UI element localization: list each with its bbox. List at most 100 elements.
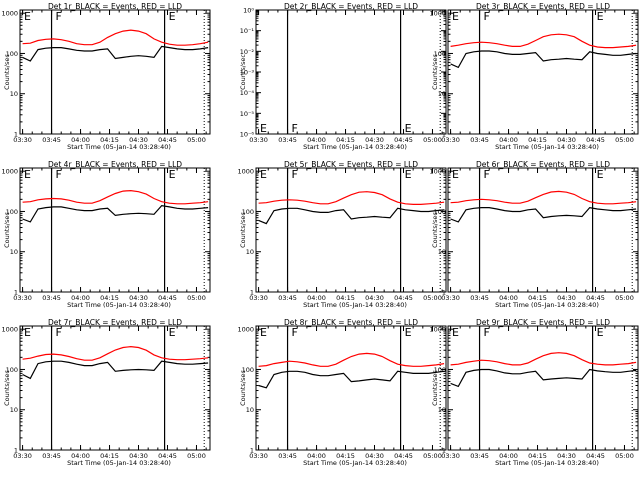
x-tick-label: 03:45 [42, 294, 61, 302]
x-tick-label: 03:45 [470, 294, 489, 302]
series-lld [22, 189, 209, 205]
series-events [450, 206, 637, 223]
y-tick-label: 100 [434, 208, 446, 216]
x-tick-label: 04:15 [528, 294, 547, 302]
x-axis-label: Start Time (05-Jan-14 03:28:40) [303, 459, 407, 467]
series-lld [22, 29, 209, 46]
y-axis-label: Counts/sec [239, 370, 247, 406]
panel-det-2: Det 2r_BLACK = Events, RED = LLD 10⁻⁶ 10⁻⁵… [239, 2, 447, 151]
x-tick-label: 03:45 [278, 452, 297, 460]
x-tick-label: 04:15 [336, 294, 355, 302]
y-tick-label: 1 [442, 289, 446, 297]
marker-letter: E [169, 326, 176, 339]
y-tick-label: 1000 [237, 326, 254, 334]
x-tick-label: 05:00 [187, 452, 206, 460]
marker-letter: E [597, 168, 604, 181]
x-tick-label: 03:30 [441, 452, 460, 460]
x-axis-label: Start Time (05-Jan-14 03:28:40) [67, 143, 171, 151]
series-lld [258, 191, 445, 205]
y-tick-label: 100 [242, 366, 254, 374]
y-tick-label: 1 [250, 289, 254, 297]
panel-title: Det 6r_BLACK = Events, RED = LLD [476, 160, 610, 169]
x-tick-label: 04:00 [71, 136, 90, 144]
y-tick-label: 100 [6, 208, 18, 216]
x-tick-label: 03:30 [249, 136, 268, 144]
series-lld [22, 345, 209, 361]
y-tick-label: 1000 [237, 168, 254, 176]
x-tick-label: 04:00 [499, 452, 518, 460]
x-tick-label: 05:00 [187, 136, 206, 144]
marker-letter: E [405, 326, 412, 339]
x-tick-label: 03:30 [13, 294, 32, 302]
y-axis-label: Counts/sec [3, 370, 11, 406]
marker-letter: E [405, 168, 412, 181]
y-tick-label: 10 [438, 90, 446, 98]
marker-letter: E [260, 326, 267, 339]
marker-letter: F [56, 10, 62, 23]
x-axis-label: Start Time (05-Jan-14 03:28:40) [495, 459, 599, 467]
series-events [258, 207, 445, 225]
panel-title: Det 1r_BLACK = Events, RED = LLD [48, 2, 182, 11]
x-tick-label: 04:15 [100, 452, 119, 460]
series-lld [450, 190, 637, 205]
x-tick-label: 03:45 [278, 136, 297, 144]
y-tick-label: 100 [242, 208, 254, 216]
x-tick-label: 04:30 [365, 136, 384, 144]
y-tick-label: 1000 [429, 326, 446, 334]
x-tick-label: 03:45 [278, 294, 297, 302]
series-lld [258, 352, 445, 367]
y-tick-label: 1 [442, 131, 446, 139]
y-axis-label: Counts/sec [431, 370, 439, 406]
x-tick-label: 04:00 [307, 136, 326, 144]
series-events [22, 45, 209, 62]
panel-title: Det 4r_BLACK = Events, RED = LLD [48, 160, 182, 169]
marker-letter: F [292, 326, 298, 339]
y-tick-label: 1 [14, 131, 18, 139]
x-tick-label: 05:00 [423, 452, 442, 460]
marker-letter: E [452, 10, 459, 23]
x-tick-label: 04:30 [365, 294, 384, 302]
x-tick-label: 04:15 [528, 452, 547, 460]
marker-letter: E [260, 168, 267, 181]
x-axis-label: Start Time (05-Jan-14 03:28:40) [303, 301, 407, 309]
series-events [450, 50, 637, 69]
x-tick-label: 04:30 [557, 294, 576, 302]
panel-title: Det 5r_BLACK = Events, RED = LLD [284, 160, 418, 169]
y-tick-label: 10 [246, 248, 254, 256]
series-events [258, 370, 445, 389]
x-axis-label: Start Time (05-Jan-14 03:28:40) [67, 301, 171, 309]
y-tick-label: 1 [442, 447, 446, 455]
x-tick-label: 04:30 [557, 136, 576, 144]
marker-letter: F [292, 122, 298, 135]
y-tick-label: 10 [246, 406, 254, 414]
x-tick-label: 03:30 [441, 294, 460, 302]
x-tick-label: 04:45 [586, 136, 605, 144]
x-tick-label: 03:45 [470, 452, 489, 460]
x-tick-label: 04:45 [394, 452, 413, 460]
plot-frame [447, 167, 639, 293]
y-tick-label: 1000 [429, 10, 446, 18]
marker-letter: E [597, 326, 604, 339]
x-tick-label: 04:15 [100, 136, 119, 144]
y-tick-label: 100 [434, 366, 446, 374]
marker-letter: E [24, 168, 31, 181]
y-tick-label: 10 [10, 248, 18, 256]
x-tick-label: 03:45 [42, 136, 61, 144]
plot-frame [19, 9, 211, 135]
y-tick-label: 1 [250, 447, 254, 455]
y-tick-label: 1 [14, 289, 18, 297]
y-tick-label: 1000 [1, 168, 18, 176]
marker-letter: E [452, 326, 459, 339]
marker-letter: E [169, 168, 176, 181]
plot-frame [19, 167, 211, 293]
x-tick-label: 04:00 [307, 452, 326, 460]
x-tick-label: 03:30 [249, 294, 268, 302]
x-tick-label: 04:45 [586, 452, 605, 460]
series-events [22, 204, 209, 223]
y-axis-label: Counts/sec [3, 212, 11, 248]
x-tick-label: 05:00 [615, 136, 634, 144]
plot-frame [255, 9, 447, 135]
marker-letter: E [597, 10, 604, 23]
y-tick-label: 10⁻⁴ [240, 89, 255, 97]
